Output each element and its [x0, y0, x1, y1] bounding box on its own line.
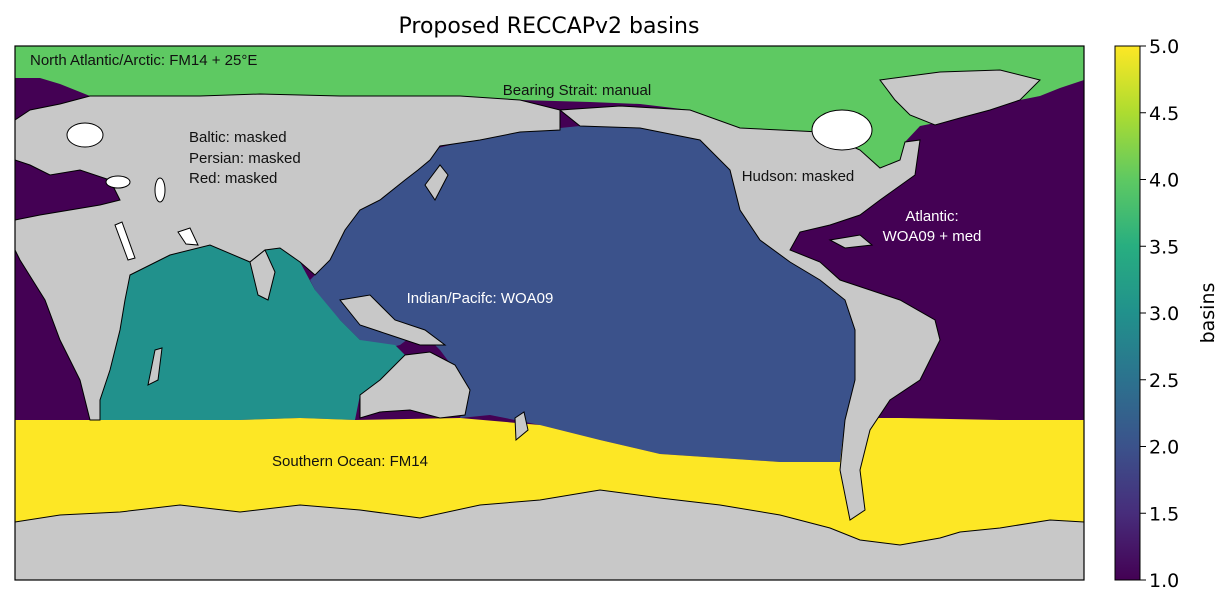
- annotation-baltic: Baltic: masked: [189, 129, 287, 146]
- annotation-bearing-strait: Bearing Strait: manual: [503, 82, 651, 99]
- colorbar-tick-label: 3.0: [1149, 303, 1179, 325]
- greenland-land: [879, 69, 1041, 126]
- map-frame: [14, 45, 1085, 581]
- colorbar-ticks: 1.0 1.5 2.0 2.5 3.0 3.5 4.0 4.5 5.0: [1140, 36, 1179, 592]
- annotation-southern-ocean: Southern Ocean: FM14: [272, 453, 428, 470]
- annotation-atlantic-line2: WOA09 + med: [883, 228, 982, 245]
- australia-land: [359, 351, 471, 419]
- pacific-basin: [310, 126, 860, 462]
- annotation-persian: Persian: masked: [189, 150, 301, 167]
- colorbar: 1.0 1.5 2.0 2.5 3.0 3.5 4.0 4.5 5.0 basins: [1114, 36, 1219, 592]
- americas-land: [558, 105, 941, 521]
- persian-gulf-masked: [177, 227, 199, 246]
- red-sea-masked: [114, 221, 136, 261]
- annotation-atlantic-line1: Atlantic:: [905, 208, 958, 225]
- annotation-indian-pacific: Indian/Pacifc: WOA09: [407, 290, 554, 307]
- colorbar-tick-label: 1.5: [1149, 503, 1179, 525]
- indian-basin: [100, 245, 405, 422]
- arctic-basin: [15, 46, 1084, 168]
- new-zealand-land: [514, 411, 529, 442]
- colorbar-tick-label: 3.5: [1149, 236, 1179, 258]
- map-area: [14, 45, 1085, 581]
- annotation-red: Red: masked: [189, 170, 277, 187]
- antarctica-land: [15, 489, 1084, 580]
- colorbar-tick-label: 2.5: [1149, 370, 1179, 392]
- colorbar-label: basins: [1197, 283, 1219, 344]
- japan-land: [424, 164, 449, 201]
- caribbean-islands-land: [828, 234, 874, 249]
- india-land: [249, 249, 276, 301]
- colorbar-tick-label: 4.0: [1149, 170, 1179, 192]
- annotation-hudson: Hudson: masked: [742, 168, 855, 185]
- colorbar-gradient: [1114, 45, 1141, 581]
- baltic-masked: [66, 122, 104, 148]
- eurasia-africa-land: [15, 93, 561, 421]
- colorbar-tick-label: 4.5: [1149, 103, 1179, 125]
- hudson-bay-masked: [811, 109, 873, 151]
- caspian-masked: [154, 177, 166, 203]
- figure-title: Proposed RECCAPv2 basins: [399, 14, 700, 39]
- madagascar-land: [147, 347, 163, 386]
- colorbar-tick-label: 2.0: [1149, 437, 1179, 459]
- colorbar-tick-label: 1.0: [1149, 570, 1179, 592]
- maritime-se-asia-land: [339, 294, 447, 346]
- annotation-north-atlantic-arctic: North Atlantic/Arctic: FM14 + 25°E: [30, 52, 257, 69]
- colorbar-tick-label: 5.0: [1149, 36, 1179, 58]
- black-caspian-masked: [105, 175, 131, 189]
